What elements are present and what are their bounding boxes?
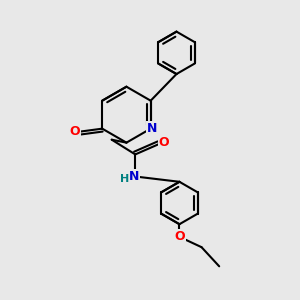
Text: O: O — [70, 125, 80, 138]
Text: H: H — [120, 174, 130, 184]
Text: O: O — [159, 136, 170, 149]
Text: N: N — [147, 122, 157, 135]
Text: O: O — [175, 230, 185, 243]
Text: N: N — [129, 170, 139, 183]
